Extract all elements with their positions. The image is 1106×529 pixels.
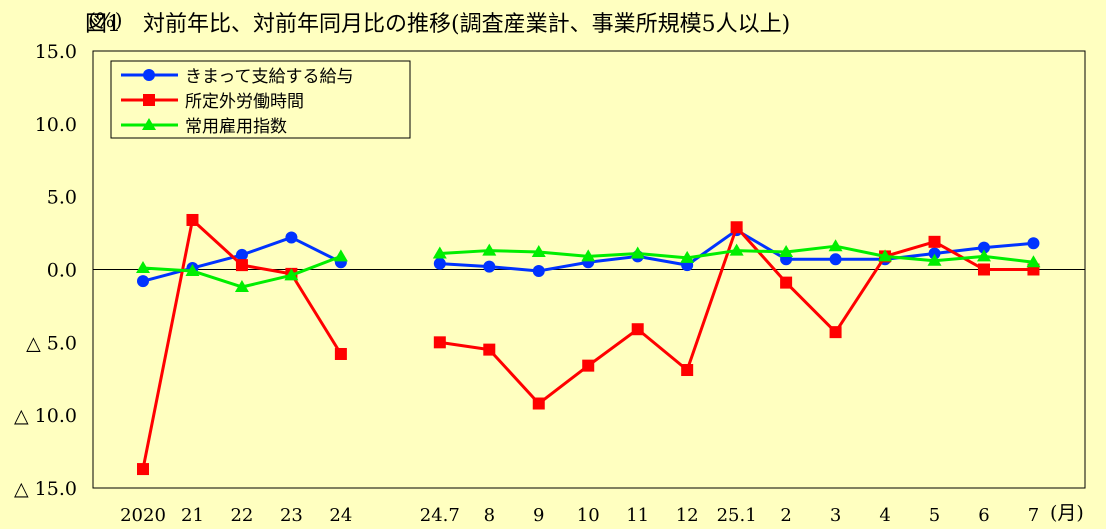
series-2 [137,213,1040,476]
x-tick-label: 9 [533,505,544,526]
data-point [878,249,893,262]
data-point [582,359,595,372]
x-tick-label: 10 [577,505,600,526]
x-tick-label: 24 [329,505,352,526]
data-point [483,343,496,356]
legend-label: 常用雇用指数 [185,117,287,137]
chart-title: 図1 対前年比、対前年同月比の推移(調査産業計、事業所規模5人以上) [85,12,791,37]
data-point [927,253,942,266]
y-unit-label: (%) [88,8,123,32]
legend-marker [143,94,155,106]
data-point [631,323,644,336]
data-point [1027,237,1040,250]
data-point [136,261,150,274]
x-tick-label: 22 [230,505,253,526]
data-point [729,243,744,256]
data-point [186,213,199,226]
y-tick-label: △ 5.0 [26,332,77,354]
data-point [532,397,545,410]
data-point [730,221,743,234]
x-tick-label: 5 [929,505,940,526]
data-point [284,268,299,281]
data-point [334,347,347,360]
data-point [1026,255,1041,268]
data-point [977,263,990,276]
legend-marker [142,118,156,130]
series-3 [136,239,1041,292]
data-point [779,245,794,258]
data-point [234,279,249,292]
y-tick-label: 0.0 [47,260,77,282]
data-point [235,259,248,272]
data-point [483,260,496,273]
data-point [137,463,149,476]
data-point [333,249,348,262]
data-point [581,249,596,262]
data-point [829,326,842,339]
y-tick-label: 10.0 [35,114,77,136]
data-point [433,257,446,270]
data-point [433,336,446,349]
legend-label: 所定外労働時間 [185,92,304,112]
y-tick-label: 5.0 [47,187,77,209]
data-point [976,249,991,262]
legend-marker [143,69,155,81]
x-tick-label: 2020 [120,505,166,526]
data-point [828,239,843,252]
data-point [285,231,298,244]
x-unit-label: (月) [1050,502,1084,524]
x-tick-label: 21 [181,505,204,526]
data-point [829,253,842,266]
data-point [780,276,793,289]
x-tick-label: 25.1 [717,505,757,526]
x-tick-label: 2 [780,505,791,526]
data-point [235,248,248,261]
data-point [977,241,990,254]
x-tick-label: 7 [1028,505,1039,526]
data-point [432,246,447,259]
x-tick-label: 24.7 [420,505,460,526]
legend-label: きまって支給する給与 [185,67,353,87]
data-point [532,264,545,277]
x-tick-label: 6 [978,505,989,526]
data-point [680,250,695,263]
x-tick-label: 11 [626,505,649,526]
y-tick-label: 15.0 [35,41,77,63]
data-point [630,246,645,259]
x-tick-label: 4 [879,505,890,526]
data-point [681,364,694,377]
x-tick-label: 8 [484,505,495,526]
data-point [185,263,200,276]
y-tick-label: △ 10.0 [14,405,77,427]
y-tick-label: △ 15.0 [14,478,77,500]
data-point [137,275,149,288]
x-tick-label: 3 [830,505,841,526]
data-point [482,243,497,256]
data-point [928,247,941,260]
data-point [928,235,941,248]
x-tick-label: 23 [280,505,303,526]
data-point [531,245,546,258]
x-tick-label: 12 [676,505,699,526]
